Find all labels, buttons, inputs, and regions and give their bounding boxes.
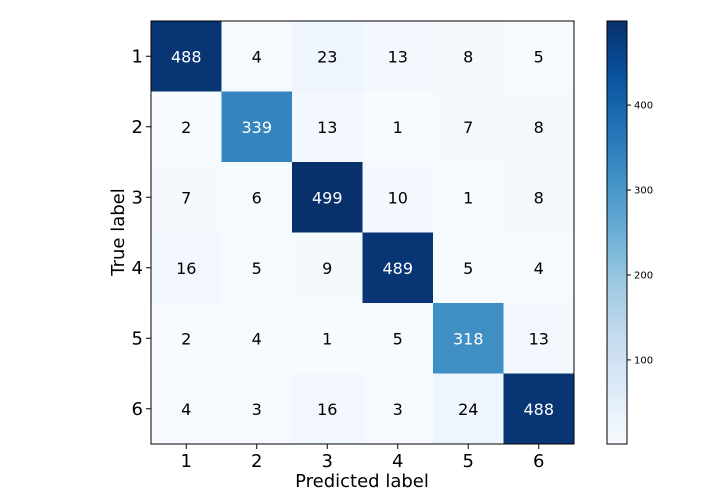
heatmap-cell xyxy=(503,91,575,163)
heatmap-cell xyxy=(151,162,222,233)
heatmap-cell-labels: 488 4 23 13 8 52 339 13 1 7 87 6 499 10 1 816 5 9 489 5 42 4 1… xyxy=(171,47,554,419)
cell-value-label: 6 xyxy=(252,188,262,207)
cell-value-label: 8 xyxy=(534,188,544,207)
cell-value-label: 318 xyxy=(453,329,484,348)
colorbar-tick-label: 200 xyxy=(634,270,653,281)
cell-value-label: 4 xyxy=(252,329,262,348)
colorbar-tick-label: 100 xyxy=(634,355,653,366)
heatmap-cell xyxy=(221,303,293,374)
heatmap-cell xyxy=(221,162,293,233)
cell-value-label: 1 xyxy=(322,329,332,348)
y-axis-label: True label xyxy=(108,188,129,277)
x-tick-label: 3 xyxy=(322,451,333,472)
heatmap-cell xyxy=(292,91,363,163)
cell-value-label: 489 xyxy=(382,259,413,278)
cell-value-label: 4 xyxy=(181,400,191,419)
heatmap-cell xyxy=(362,303,434,374)
heatmap-cell xyxy=(433,232,504,304)
cell-value-label: 5 xyxy=(252,259,262,278)
cell-value-label: 2 xyxy=(181,118,191,137)
cell-value-label: 488 xyxy=(171,47,202,66)
heatmap-cell xyxy=(221,91,293,163)
colorbar-tick-label: 300 xyxy=(634,186,653,197)
plot-frame xyxy=(150,20,575,445)
heatmap-cell xyxy=(292,162,363,233)
cell-value-label: 339 xyxy=(241,118,272,137)
cell-value-label: 16 xyxy=(317,400,337,419)
x-tick-label: 2 xyxy=(251,451,262,472)
cell-value-label: 24 xyxy=(458,400,478,419)
x-tick-label: 4 xyxy=(392,451,403,472)
cell-value-label: 5 xyxy=(463,259,473,278)
cell-value-label: 13 xyxy=(529,329,549,348)
x-tick-label: 6 xyxy=(533,451,544,472)
x-axis-ticks: 1 2 3 4 5 6 xyxy=(181,444,544,472)
heatmap-cell xyxy=(433,162,504,233)
cell-value-label: 499 xyxy=(312,188,343,207)
cell-value-label: 16 xyxy=(176,259,196,278)
cell-value-label: 23 xyxy=(317,47,337,66)
cell-value-label: 7 xyxy=(181,188,191,207)
heatmap-cell xyxy=(221,373,293,445)
cell-value-label: 13 xyxy=(317,118,337,137)
y-tick-label: 1 xyxy=(132,46,143,67)
cell-value-label: 10 xyxy=(388,188,408,207)
cell-value-label: 1 xyxy=(463,188,473,207)
cell-value-label: 9 xyxy=(322,259,332,278)
colorbar xyxy=(606,20,628,445)
heatmap-cell xyxy=(292,303,363,374)
x-tick-label: 5 xyxy=(463,451,474,472)
heatmap-cell xyxy=(151,21,222,92)
cell-value-label: 488 xyxy=(523,400,554,419)
heatmap-cell xyxy=(433,373,504,445)
heatmap-cell xyxy=(433,91,504,163)
heatmap-cell xyxy=(433,303,504,374)
x-axis-label: Predicted label xyxy=(295,471,429,492)
heatmap-cell xyxy=(362,232,434,304)
cell-value-label: 13 xyxy=(388,47,408,66)
colorbar-tick-label: 400 xyxy=(634,101,653,112)
heatmap-cell xyxy=(151,373,222,445)
cell-value-label: 2 xyxy=(181,329,191,348)
cell-value-label: 8 xyxy=(534,118,544,137)
colorbar-ticks: 100 200 300 400 xyxy=(627,101,653,366)
cell-value-label: 5 xyxy=(534,47,544,66)
heatmap-cell xyxy=(362,162,434,233)
cell-value-label: 3 xyxy=(252,400,262,419)
heatmap-cell xyxy=(151,303,222,374)
heatmap-cell xyxy=(362,21,434,92)
heatmap-cell xyxy=(503,232,575,304)
heatmap-cells xyxy=(151,21,575,445)
heatmap-cell xyxy=(362,373,434,445)
heatmap-cell xyxy=(151,232,222,304)
heatmap-cell xyxy=(221,21,293,92)
heatmap-cell xyxy=(292,232,363,304)
cell-value-label: 5 xyxy=(393,329,403,348)
cell-value-label: 3 xyxy=(393,400,403,419)
cell-value-label: 8 xyxy=(463,47,473,66)
heatmap-cell xyxy=(292,21,363,92)
y-tick-label: 5 xyxy=(132,328,143,349)
heatmap-cell xyxy=(151,91,222,163)
y-axis-ticks: 1 2 3 4 5 6 xyxy=(132,46,151,420)
heatmap-cell xyxy=(503,162,575,233)
cell-value-label: 4 xyxy=(252,47,262,66)
heatmap-cell xyxy=(503,21,575,92)
cell-value-label: 4 xyxy=(534,259,544,278)
y-tick-label: 3 xyxy=(132,187,143,208)
heatmap-cell xyxy=(503,303,575,374)
y-tick-label: 6 xyxy=(132,399,143,420)
heatmap-cell xyxy=(433,21,504,92)
heatmap-cell xyxy=(292,373,363,445)
heatmap-cell xyxy=(503,373,575,445)
cell-value-label: 1 xyxy=(393,118,403,137)
cell-value-label: 7 xyxy=(463,118,473,137)
x-tick-label: 1 xyxy=(181,451,192,472)
heatmap-cell xyxy=(362,91,434,163)
y-tick-label: 4 xyxy=(132,258,143,279)
y-tick-label: 2 xyxy=(132,117,143,138)
heatmap-cell xyxy=(221,232,293,304)
